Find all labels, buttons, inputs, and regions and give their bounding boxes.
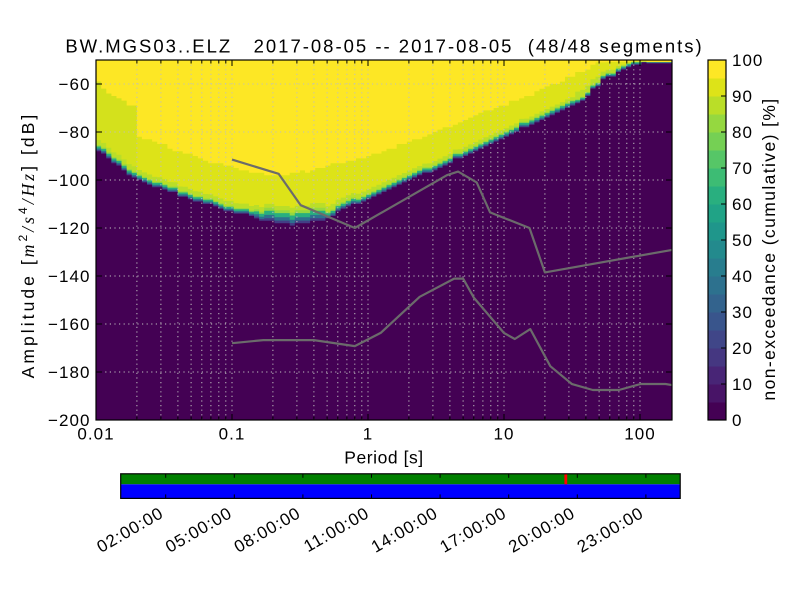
- svg-text:non-exceedance (cumulative) [%: non-exceedance (cumulative) [%]: [759, 97, 779, 400]
- svg-text:−120: −120: [48, 219, 91, 238]
- svg-text:90: 90: [732, 87, 753, 106]
- svg-text:−100: −100: [48, 171, 91, 190]
- svg-text:20: 20: [732, 339, 753, 358]
- svg-text:10: 10: [732, 375, 753, 394]
- svg-text:−160: −160: [48, 315, 91, 334]
- svg-text:0.01: 0.01: [77, 425, 114, 444]
- svg-text:BW.MGS03..ELZ 2017-08-05 --: BW.MGS03..ELZ 2017-08-05 -- 2017-08-05 (…: [65, 36, 703, 57]
- svg-text:−180: −180: [48, 363, 91, 382]
- svg-text:100: 100: [624, 425, 656, 444]
- svg-text:50: 50: [732, 231, 753, 250]
- svg-text:30: 30: [732, 303, 753, 322]
- svg-text:Amplitude [m2/s4/Hz] [dB]: Amplitude [m2/s4/Hz] [dB]: [16, 112, 38, 379]
- svg-text:70: 70: [732, 159, 753, 178]
- svg-text:1: 1: [363, 425, 374, 444]
- svg-text:10: 10: [493, 425, 514, 444]
- svg-text:−200: −200: [48, 411, 91, 430]
- svg-text:40: 40: [732, 267, 753, 286]
- svg-text:0.1: 0.1: [219, 425, 246, 444]
- svg-text:−140: −140: [48, 267, 91, 286]
- svg-text:−60: −60: [59, 75, 91, 94]
- svg-text:Period [s]: Period [s]: [344, 448, 423, 468]
- svg-text:100: 100: [732, 51, 763, 70]
- svg-text:0: 0: [732, 411, 742, 430]
- svg-text:−80: −80: [59, 123, 91, 142]
- svg-text:60: 60: [732, 195, 753, 214]
- svg-text:80: 80: [732, 123, 753, 142]
